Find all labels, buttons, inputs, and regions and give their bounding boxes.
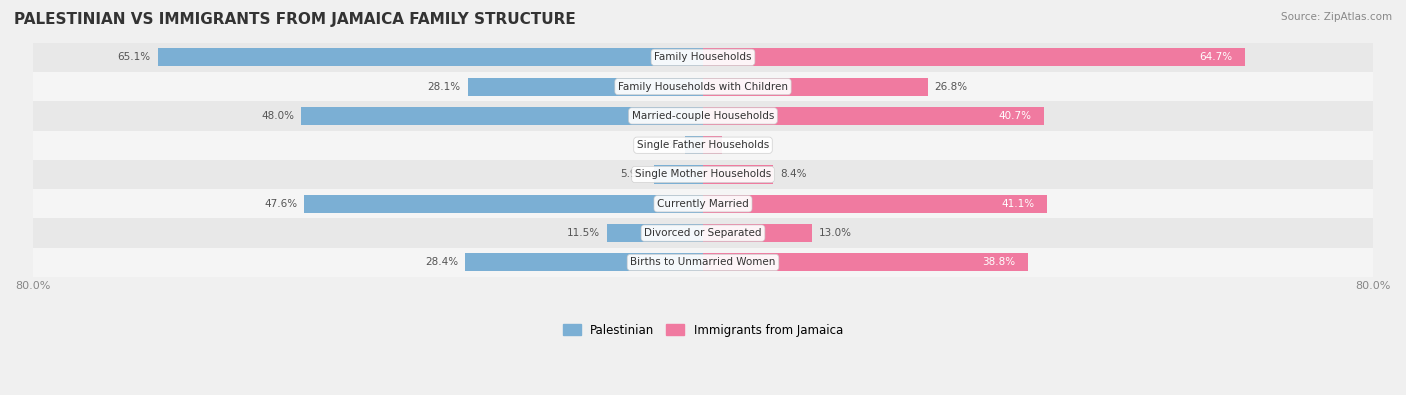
- Bar: [32, 130, 1374, 160]
- Text: Births to Unmarried Women: Births to Unmarried Women: [630, 258, 776, 267]
- Text: 38.8%: 38.8%: [983, 258, 1015, 267]
- Text: Source: ZipAtlas.com: Source: ZipAtlas.com: [1281, 12, 1392, 22]
- Text: Single Mother Households: Single Mother Households: [636, 169, 770, 179]
- Bar: [703, 195, 1047, 213]
- Text: Family Households: Family Households: [654, 52, 752, 62]
- Text: Family Households with Children: Family Households with Children: [619, 82, 787, 92]
- Bar: [703, 136, 723, 154]
- Bar: [685, 136, 703, 154]
- Text: 64.7%: 64.7%: [1199, 52, 1233, 62]
- Text: 13.0%: 13.0%: [818, 228, 852, 238]
- Bar: [32, 189, 1374, 218]
- Bar: [32, 248, 1374, 277]
- Bar: [468, 77, 703, 96]
- Text: 40.7%: 40.7%: [998, 111, 1032, 121]
- Bar: [703, 107, 1045, 125]
- Text: Currently Married: Currently Married: [657, 199, 749, 209]
- Bar: [32, 72, 1374, 101]
- Bar: [703, 224, 811, 242]
- Text: Married-couple Households: Married-couple Households: [631, 111, 775, 121]
- Bar: [32, 160, 1374, 189]
- Bar: [301, 107, 703, 125]
- Text: 11.5%: 11.5%: [567, 228, 600, 238]
- Bar: [32, 43, 1374, 72]
- Bar: [606, 224, 703, 242]
- Bar: [654, 166, 703, 184]
- Bar: [157, 48, 703, 66]
- Bar: [703, 166, 773, 184]
- Bar: [465, 253, 703, 271]
- Text: 8.4%: 8.4%: [780, 169, 807, 179]
- Bar: [703, 253, 1028, 271]
- Text: Single Father Households: Single Father Households: [637, 140, 769, 150]
- Legend: Palestinian, Immigrants from Jamaica: Palestinian, Immigrants from Jamaica: [564, 324, 842, 337]
- Text: 2.3%: 2.3%: [728, 140, 755, 150]
- Bar: [703, 48, 1246, 66]
- Text: 47.6%: 47.6%: [264, 199, 298, 209]
- Text: 28.4%: 28.4%: [425, 258, 458, 267]
- Bar: [703, 77, 928, 96]
- Text: 65.1%: 65.1%: [118, 52, 150, 62]
- Text: 26.8%: 26.8%: [934, 82, 967, 92]
- Text: 41.1%: 41.1%: [1001, 199, 1035, 209]
- Text: 48.0%: 48.0%: [262, 111, 294, 121]
- Bar: [32, 218, 1374, 248]
- Text: PALESTINIAN VS IMMIGRANTS FROM JAMAICA FAMILY STRUCTURE: PALESTINIAN VS IMMIGRANTS FROM JAMAICA F…: [14, 12, 576, 27]
- Bar: [32, 101, 1374, 130]
- Text: 2.2%: 2.2%: [651, 140, 678, 150]
- Text: Divorced or Separated: Divorced or Separated: [644, 228, 762, 238]
- Bar: [304, 195, 703, 213]
- Text: 5.9%: 5.9%: [620, 169, 647, 179]
- Text: 28.1%: 28.1%: [427, 82, 461, 92]
